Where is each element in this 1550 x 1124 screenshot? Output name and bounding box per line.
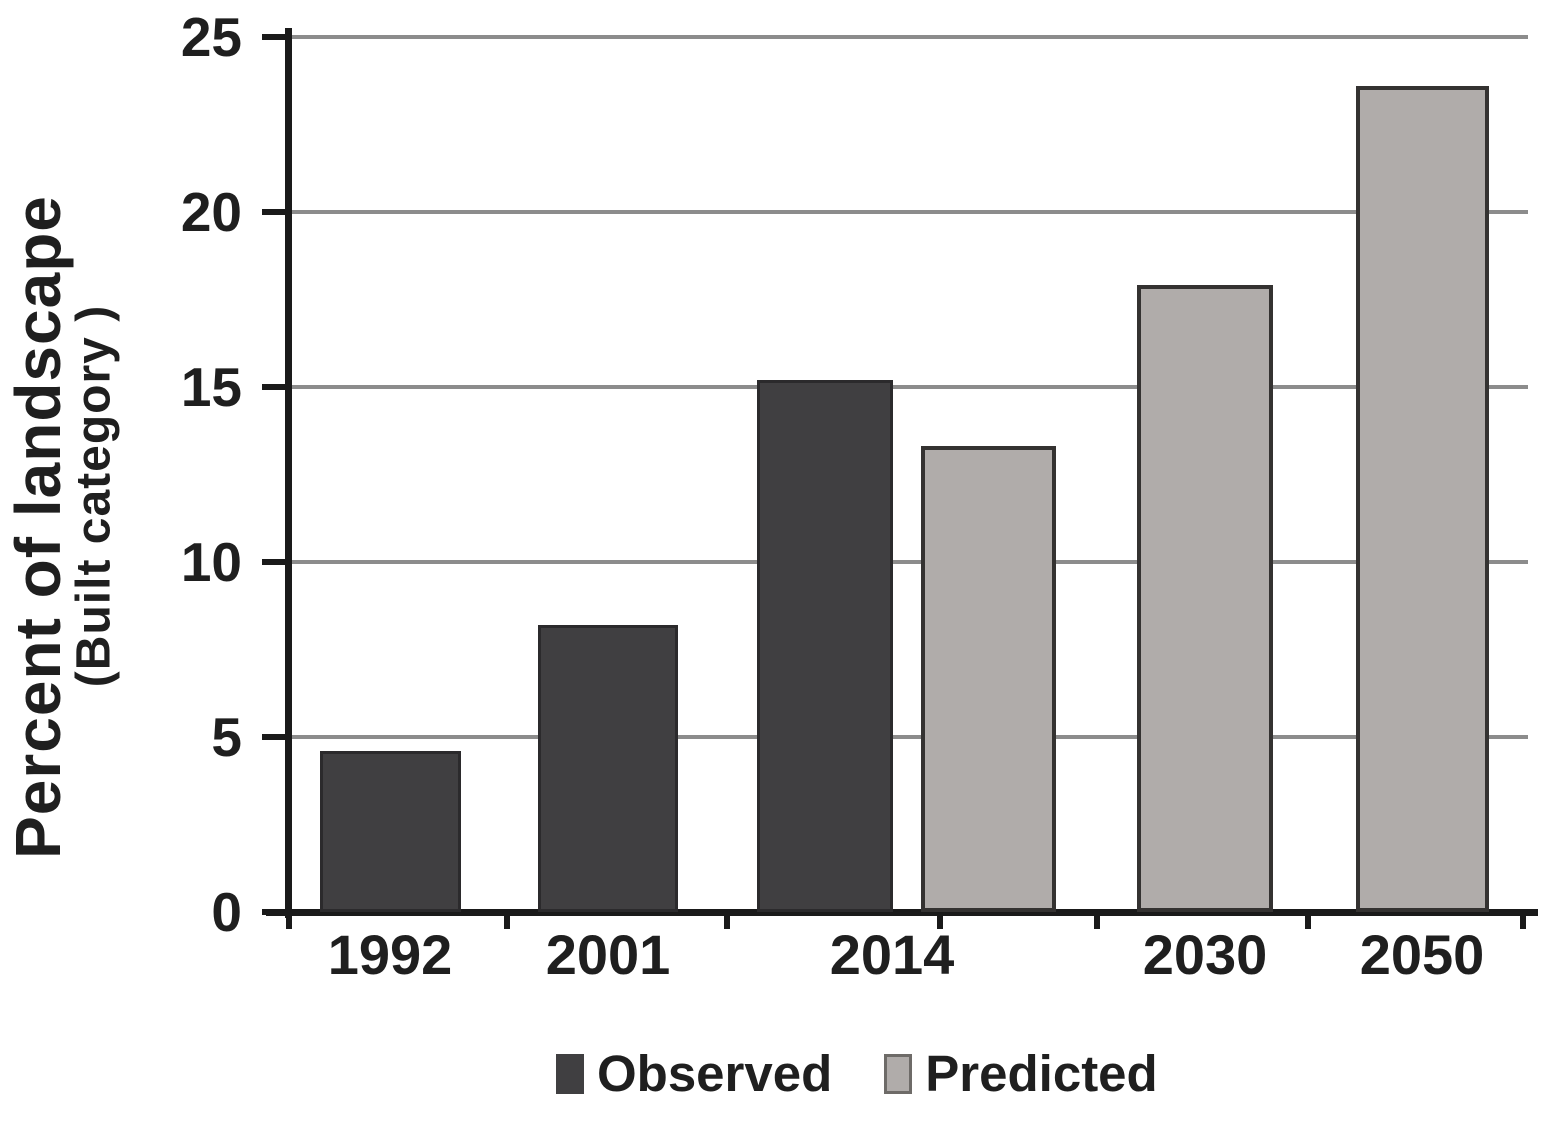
- y-tick-label-5: 5: [211, 706, 242, 768]
- bar-2050-predicted: [1356, 86, 1489, 912]
- gridline-5: [289, 735, 1528, 739]
- y-axis-title: Percent of landscape: [2, 195, 74, 859]
- y-tick-label-0: 0: [211, 881, 242, 943]
- x-tick-label-2030: 2030: [1142, 923, 1268, 986]
- gridline-20: [289, 210, 1528, 214]
- y-tick-mark-5: [262, 734, 289, 740]
- x-tick-mark-4: [1094, 913, 1100, 929]
- x-tick-mark-3: [937, 913, 943, 929]
- x-tick-mark-2: [724, 913, 730, 929]
- legend-item-observed: Observed: [556, 1044, 832, 1104]
- y-tick-mark-15: [262, 384, 289, 390]
- bar-2014-observed: [757, 380, 893, 912]
- x-tick-label-2014: 2014: [829, 923, 955, 986]
- observed-swatch-icon: [556, 1054, 584, 1094]
- y-tick-label-25: 25: [180, 6, 242, 68]
- y-tick-mark-20: [262, 209, 289, 215]
- legend-label-observed: Observed: [597, 1045, 833, 1102]
- x-tick-label-2050: 2050: [1359, 923, 1485, 986]
- x-axis-line: [266, 909, 1538, 916]
- bar-2030-predicted: [1137, 285, 1273, 912]
- y-tick-label-15: 15: [180, 356, 242, 418]
- legend: Observed Predicted: [556, 1044, 1158, 1104]
- gridline-10: [289, 560, 1528, 564]
- x-tick-mark-1: [504, 913, 510, 929]
- y-tick-mark-10: [262, 559, 289, 565]
- bar-1992-observed: [320, 751, 461, 912]
- x-tick-label-1992: 1992: [327, 923, 453, 986]
- y-tick-label-10: 10: [180, 531, 242, 593]
- bar-2001-observed: [538, 625, 678, 912]
- y-axis-line: [285, 28, 292, 918]
- x-tick-mark-6: [1520, 913, 1526, 929]
- predicted-swatch-icon: [884, 1054, 913, 1094]
- x-tick-label-2001: 2001: [545, 923, 671, 986]
- legend-item-predicted: Predicted: [884, 1044, 1158, 1104]
- y-tick-mark-25: [262, 34, 289, 40]
- gridline-15: [289, 385, 1528, 389]
- x-tick-mark-0: [286, 913, 292, 929]
- gridline-25: [289, 35, 1528, 39]
- legend-label-predicted: Predicted: [925, 1045, 1158, 1102]
- y-tick-label-20: 20: [180, 181, 242, 243]
- bar-2014-predicted: [921, 446, 1056, 912]
- x-tick-mark-5: [1305, 913, 1311, 929]
